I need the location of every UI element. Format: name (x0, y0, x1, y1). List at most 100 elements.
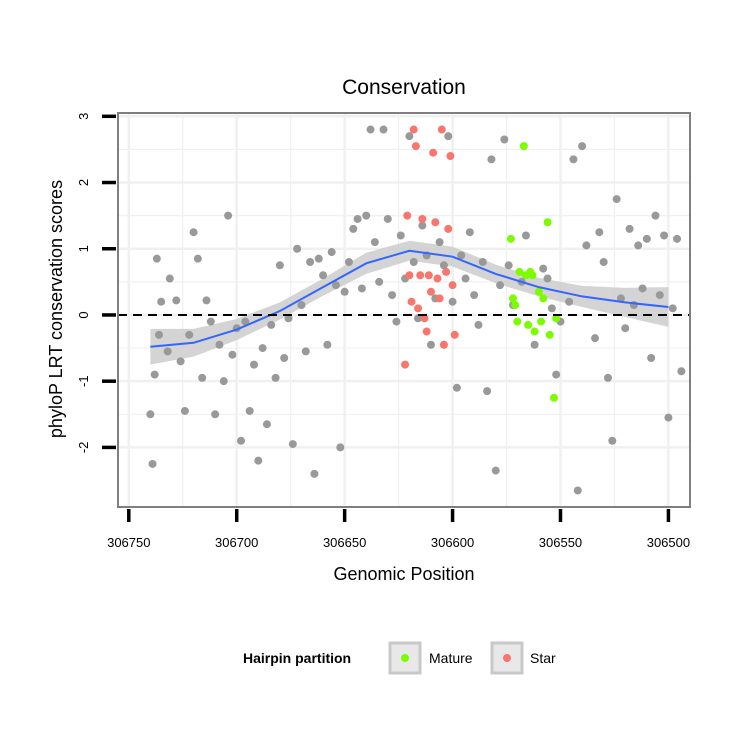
point-star (442, 267, 451, 276)
point-other (457, 251, 466, 260)
point-star (446, 152, 455, 161)
point-other (603, 373, 612, 382)
point-other (405, 132, 414, 141)
point-star (422, 327, 431, 336)
point-other (198, 373, 207, 382)
point-star (407, 297, 416, 306)
point-star (401, 360, 410, 369)
point-other (297, 301, 306, 310)
point-other (228, 350, 237, 359)
point-other (483, 387, 492, 396)
data-points (146, 125, 686, 495)
point-other (530, 340, 539, 349)
point-other (435, 238, 444, 247)
point-mature (511, 301, 520, 310)
point-other (543, 274, 552, 283)
x-tick-label: 306700 (215, 535, 258, 550)
smooth-curve (150, 249, 669, 348)
point-other (452, 383, 461, 392)
chart-title: Conservation (342, 76, 466, 99)
point-other (388, 291, 397, 300)
plot-border (117, 112, 691, 508)
point-other (336, 443, 345, 452)
point-other (426, 340, 435, 349)
point-mature (539, 294, 548, 303)
point-mature (528, 271, 537, 280)
x-tick-label: 306650 (323, 535, 366, 550)
point-mature (534, 287, 543, 296)
x-tick-label: 306550 (539, 535, 582, 550)
point-mature (519, 142, 528, 151)
point-other (582, 241, 591, 250)
point-other (578, 142, 587, 151)
point-other (642, 234, 651, 243)
point-other (418, 221, 427, 230)
point-star (418, 214, 427, 223)
smooth-line (150, 249, 669, 348)
point-other (148, 459, 157, 468)
point-other (625, 224, 634, 233)
point-other (284, 314, 293, 323)
y-tick-label: 0 (76, 311, 91, 318)
point-other (349, 224, 358, 233)
point-other (539, 264, 548, 273)
point-other (280, 354, 289, 363)
point-star (403, 211, 412, 220)
point-mature (550, 393, 559, 402)
point-other (362, 211, 371, 220)
point-other (396, 231, 405, 240)
point-other (314, 254, 323, 263)
point-other (353, 214, 362, 223)
point-other (219, 377, 228, 386)
point-other (241, 317, 250, 326)
point-other (647, 354, 656, 363)
point-other (344, 257, 353, 266)
point-other (565, 297, 574, 306)
point-other (310, 469, 319, 478)
point-other (444, 132, 453, 141)
point-other (224, 211, 233, 220)
point-other (375, 277, 384, 286)
point-other (379, 125, 388, 134)
y-tick-label: 3 (76, 113, 91, 120)
point-star (435, 294, 444, 303)
point-other (327, 248, 336, 257)
point-other (673, 234, 682, 243)
point-other (245, 406, 254, 415)
point-other (237, 436, 246, 445)
point-other (193, 254, 202, 263)
point-star (426, 287, 435, 296)
point-other (409, 257, 418, 266)
point-other (461, 274, 470, 283)
x-axis-label: Genomic Position (333, 564, 474, 584)
point-other (152, 254, 161, 263)
legend-swatch-mature (401, 654, 409, 662)
y-tick-label: -2 (76, 442, 91, 454)
point-other (504, 261, 513, 270)
point-other (155, 330, 164, 339)
point-other (474, 320, 483, 329)
point-other (465, 228, 474, 237)
point-star (429, 148, 438, 157)
point-other (638, 284, 647, 293)
point-other (547, 304, 556, 313)
point-other (612, 195, 621, 204)
legend-title: Hairpin partition (243, 650, 351, 666)
point-other (157, 297, 166, 306)
point-other (366, 125, 375, 134)
point-star (448, 281, 457, 290)
point-other (271, 373, 280, 382)
point-other (414, 314, 423, 323)
point-other (677, 367, 686, 376)
point-mature (545, 330, 554, 339)
point-mature (506, 234, 515, 243)
confidence-band-area (150, 240, 669, 365)
point-other (215, 340, 224, 349)
point-other (185, 330, 194, 339)
point-other (608, 436, 617, 445)
point-other (470, 291, 479, 300)
point-other (146, 410, 155, 419)
point-other (487, 155, 496, 164)
point-other (163, 347, 172, 356)
point-star (411, 142, 420, 151)
